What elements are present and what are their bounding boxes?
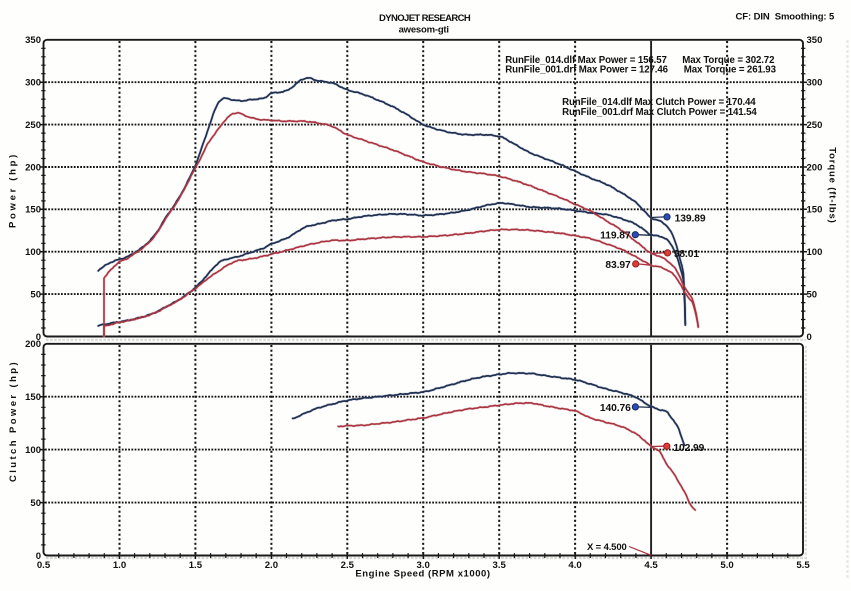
svg-text:5.5: 5.5 [796,560,810,571]
svg-text:Engine Speed (RPM x1000): Engine Speed (RPM x1000) [355,569,490,580]
svg-text:RunFile_001.drf Max Clutch Pow: RunFile_001.drf Max Clutch Power = 141.5… [562,107,757,118]
svg-text:350: 350 [807,35,823,46]
svg-text:83.97: 83.97 [605,260,631,271]
svg-text:RunFile_014.dlf Max Power = 15: RunFile_014.dlf Max Power = 156.57 [505,55,667,66]
svg-text:DYNOJET RESEARCH: DYNOJET RESEARCH [379,13,471,24]
svg-text:300: 300 [807,78,823,89]
svg-text:250: 250 [807,120,823,131]
svg-text:0: 0 [807,332,812,343]
svg-text:3.0: 3.0 [417,560,430,571]
svg-text:Power (hp): Power (hp) [7,152,18,228]
svg-text:140.76: 140.76 [600,403,631,414]
svg-text:X = 4.500: X = 4.500 [587,542,627,553]
svg-text:139.89: 139.89 [675,213,706,224]
svg-text:RunFile_014.dlf Max Clutch Pow: RunFile_014.dlf Max Clutch Power = 170.4… [562,97,756,108]
svg-text:250: 250 [25,120,41,131]
svg-text:Torque (ft-lbs): Torque (ft-lbs) [826,147,837,223]
svg-text:2.0: 2.0 [265,560,278,571]
svg-text:300: 300 [25,78,41,89]
svg-text:Max Torque = 302.72: Max Torque = 302.72 [682,55,774,66]
svg-text:5.0: 5.0 [720,560,733,571]
svg-text:CF: DIN Smoothing: 5: CF: DIN Smoothing: 5 [736,11,836,22]
svg-text:1.0: 1.0 [113,560,126,571]
svg-text:150: 150 [25,392,41,403]
svg-text:1.5: 1.5 [189,560,203,571]
svg-text:350: 350 [25,35,41,46]
svg-text:50: 50 [30,290,41,301]
svg-text:0: 0 [36,551,41,562]
svg-text:100: 100 [807,247,823,258]
svg-text:150: 150 [807,205,823,216]
svg-text:98.01: 98.01 [674,249,700,260]
svg-text:4.0: 4.0 [568,560,581,571]
svg-text:100: 100 [25,445,41,456]
svg-text:200: 200 [807,162,823,173]
svg-text:100: 100 [25,247,41,258]
svg-text:0: 0 [36,332,41,343]
svg-text:0.5: 0.5 [37,560,51,571]
svg-text:50: 50 [30,498,41,509]
svg-text:RunFile_001.drf Max Power = 12: RunFile_001.drf Max Power = 127.46 [505,65,668,76]
svg-text:2.5: 2.5 [341,560,355,571]
svg-text:awesom-gti: awesom-gti [399,24,449,35]
svg-text:119.87: 119.87 [600,230,631,241]
svg-text:4.5: 4.5 [644,560,658,571]
svg-text:200: 200 [25,162,41,173]
svg-text:3.5: 3.5 [493,560,507,571]
svg-text:102.99: 102.99 [673,443,704,454]
svg-text:Clutch Power (hp): Clutch Power (hp) [8,360,19,482]
svg-text:50: 50 [807,290,818,301]
svg-text:Max Torque = 261.93: Max Torque = 261.93 [684,65,777,76]
svg-text:200: 200 [25,339,41,350]
svg-text:150: 150 [25,205,41,216]
